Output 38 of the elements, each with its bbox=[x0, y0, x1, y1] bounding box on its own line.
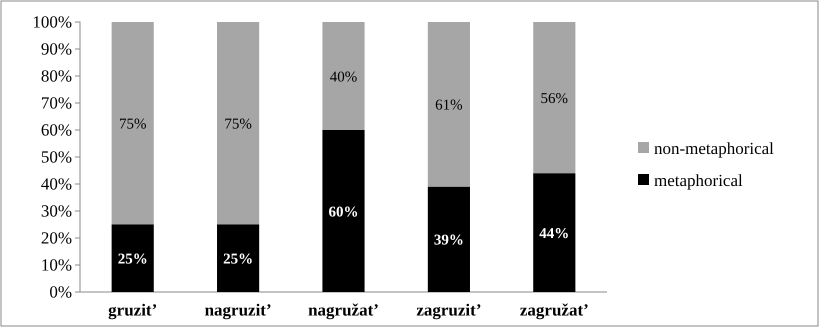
x-tick-label: zagružat’ bbox=[520, 300, 589, 320]
bar bbox=[428, 22, 470, 187]
data-label: 25% bbox=[223, 252, 254, 268]
bar bbox=[217, 22, 260, 224]
data-label: 60% bbox=[328, 204, 358, 220]
y-tick-label: 40% bbox=[40, 174, 72, 194]
y-tick-label: 10% bbox=[40, 255, 72, 274]
x-tick-label: gruzit’ bbox=[108, 300, 158, 320]
bar bbox=[217, 224, 260, 292]
y-tick-label: 50% bbox=[40, 147, 72, 166]
bar bbox=[428, 186, 470, 292]
data-label: 39% bbox=[434, 232, 464, 249]
y-tick-label: 100% bbox=[32, 12, 72, 32]
y-tick-label: 80% bbox=[40, 66, 72, 86]
x-tick-label: nagruzit’ bbox=[204, 300, 272, 320]
data-label: 75% bbox=[224, 116, 252, 132]
bar bbox=[112, 22, 154, 224]
y-tick-label: 90% bbox=[40, 39, 72, 58]
data-label: 61% bbox=[435, 98, 463, 114]
data-label: 56% bbox=[540, 90, 568, 107]
y-tick-label: 20% bbox=[40, 228, 72, 248]
y-tick-label: 0% bbox=[49, 282, 72, 302]
bar bbox=[533, 173, 576, 292]
data-label: 44% bbox=[539, 226, 570, 242]
y-tick-label: 30% bbox=[40, 201, 72, 220]
legend-label: non-metaphorical bbox=[654, 138, 774, 158]
data-label: 25% bbox=[118, 252, 148, 268]
bar bbox=[322, 22, 365, 130]
data-label: 75% bbox=[118, 116, 146, 132]
bar bbox=[533, 22, 576, 174]
bar bbox=[112, 224, 154, 292]
x-tick-label: zagruzit’ bbox=[416, 300, 482, 320]
y-tick-label: 70% bbox=[40, 93, 72, 112]
legend-label: metaphorical bbox=[654, 170, 744, 190]
y-tick-label: 60% bbox=[40, 120, 72, 140]
x-tick-label: nagružat’ bbox=[308, 300, 379, 320]
bar bbox=[322, 130, 365, 292]
data-label: 40% bbox=[330, 69, 358, 86]
